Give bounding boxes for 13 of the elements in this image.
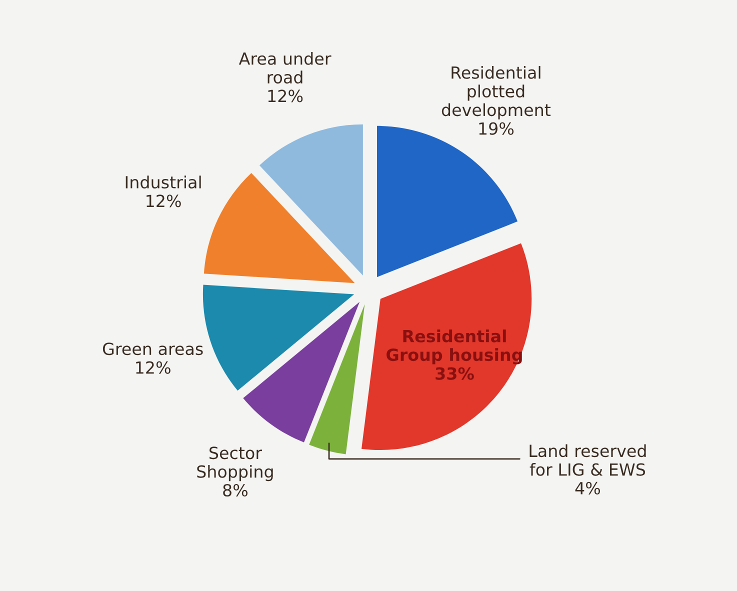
data-label: 12% xyxy=(268,90,303,102)
data-label: 19% xyxy=(479,122,514,135)
slice-label: Residential plotted development xyxy=(442,66,551,120)
slice-label: Land reserved for LIG & EWS xyxy=(530,444,646,476)
data-label: 4% xyxy=(575,482,600,495)
data-label: 12% xyxy=(146,194,181,208)
slice-label: Sector Shopping xyxy=(197,446,273,482)
slice-label: Area under road xyxy=(238,52,332,84)
data-label: 12% xyxy=(136,361,170,374)
data-label: 8% xyxy=(223,484,248,497)
data-label: 33% xyxy=(436,367,474,380)
slice-label: Green areas xyxy=(102,342,203,356)
slice-label: Industrial xyxy=(126,176,201,189)
